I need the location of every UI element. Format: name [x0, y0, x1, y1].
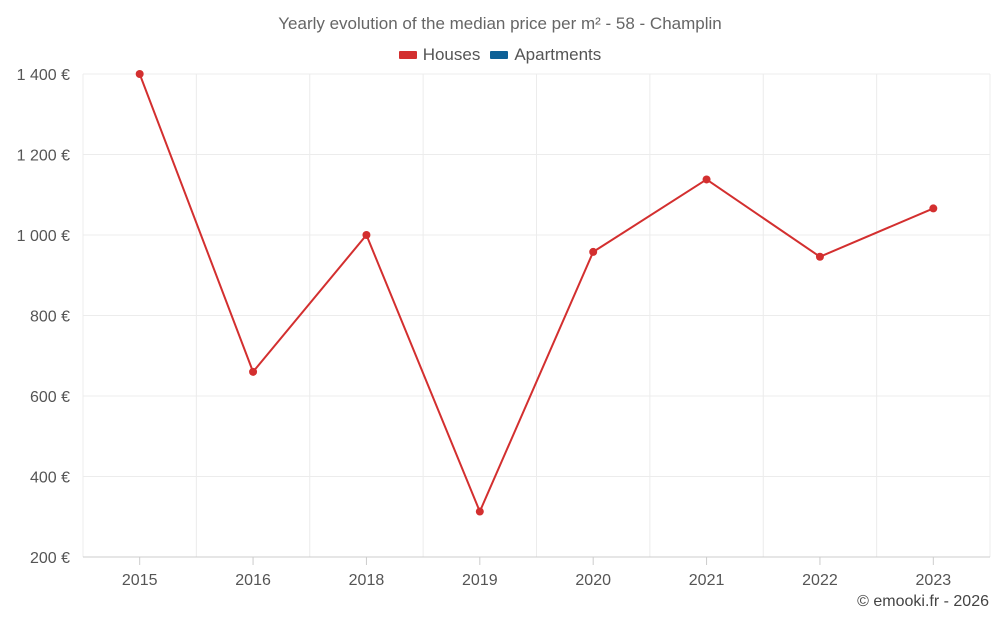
data-point-houses[interactable] [249, 367, 258, 376]
credits-link[interactable]: © emooki.fr - 2026 [857, 593, 989, 610]
y-tick-label: 1 000 € [17, 228, 70, 245]
y-tick-label: 600 € [30, 389, 70, 406]
x-tick-label: 2020 [575, 572, 611, 589]
data-point-houses[interactable] [589, 247, 598, 256]
chart-title: Yearly evolution of the median price per… [278, 14, 722, 33]
data-point-houses[interactable] [475, 507, 484, 516]
legend-swatch-houses [398, 51, 417, 59]
data-point-houses[interactable] [362, 231, 371, 239]
y-tick-label: 800 € [30, 309, 70, 326]
legend-label-houses: Houses [422, 45, 481, 64]
legend-item-houses[interactable]: Houses [398, 45, 481, 65]
data-point-houses[interactable] [929, 204, 938, 213]
x-tick-label: 2015 [122, 572, 158, 589]
legend: Houses Apartments [0, 45, 1000, 65]
series-line-houses [138, 73, 934, 513]
x-tick-label: 2022 [802, 572, 838, 589]
legend-label-apartments: Apartments [514, 45, 602, 64]
x-tick-label: 2021 [689, 572, 725, 589]
data-point-houses[interactable] [135, 70, 144, 78]
y-tick-label: 400 € [30, 470, 70, 487]
y-tick-label: 1 200 € [17, 148, 70, 165]
legend-swatch-apartments [490, 51, 509, 59]
y-tick-label: 200 € [30, 550, 70, 567]
data-point-houses[interactable] [815, 252, 824, 261]
y-tick-label: 1 400 € [17, 67, 70, 84]
x-tick-label: 2019 [462, 572, 498, 589]
data-point-houses[interactable] [702, 175, 711, 184]
legend-item-apartments[interactable]: Apartments [490, 45, 601, 65]
x-tick-label: 2023 [916, 572, 952, 589]
x-tick-label: 2016 [235, 572, 271, 589]
x-tick-label: 2018 [349, 572, 385, 589]
